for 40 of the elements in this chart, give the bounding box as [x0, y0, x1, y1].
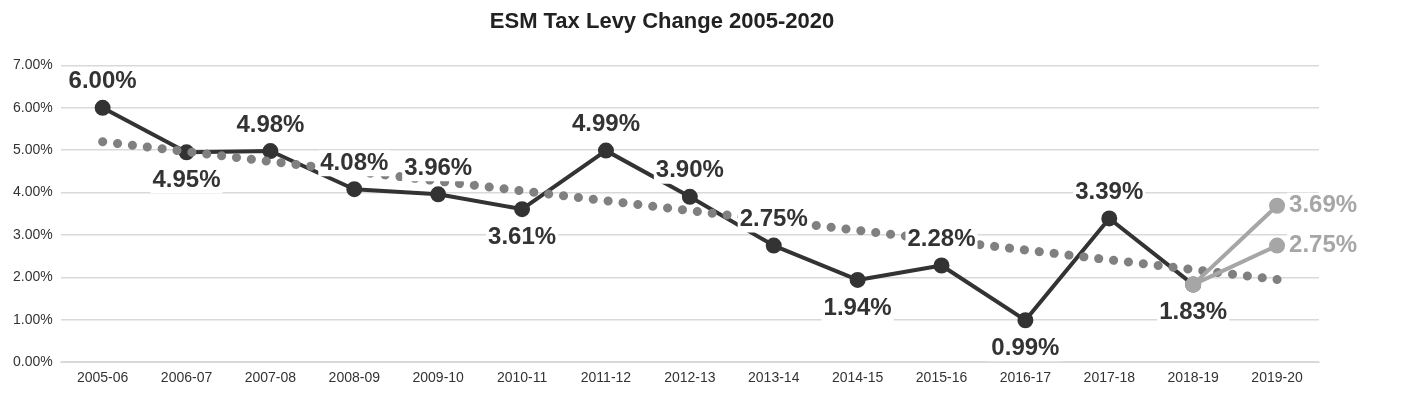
- y-tick-label: 3.00%: [12, 225, 53, 242]
- data-label: 3.39%: [1075, 177, 1144, 205]
- x-tick-label: 2011-12: [580, 369, 632, 386]
- data-label: 1.94%: [823, 292, 892, 320]
- data-label: 0.99%: [991, 332, 1060, 360]
- x-tick-label: 2015-16: [915, 369, 968, 386]
- data-label: 2.75%: [739, 204, 808, 232]
- x-tick-label: 2006-07: [160, 369, 213, 386]
- y-tick-label: 4.00%: [12, 183, 53, 200]
- x-tick-label: 2018-19: [1167, 369, 1220, 386]
- x-tick-label: 2017-18: [1083, 369, 1136, 386]
- x-tick-label: 2009-10: [412, 369, 465, 386]
- data-label: 3.69%: [1289, 190, 1358, 218]
- x-tick-label: 2008-09: [328, 369, 381, 386]
- y-tick-label: 2.00%: [12, 268, 53, 285]
- x-tick-label: 2005-06: [76, 369, 129, 386]
- data-label: 2.28%: [907, 224, 976, 252]
- data-label: 4.95%: [152, 164, 221, 192]
- x-tick-label: 2010-11: [496, 369, 548, 386]
- data-label: 1.83%: [1159, 297, 1228, 325]
- y-tick-label: 1.00%: [12, 310, 53, 327]
- x-tick-label: 2019-20: [1251, 369, 1303, 386]
- data-label: 3.61%: [488, 221, 557, 249]
- data-label: 6.00%: [68, 66, 137, 94]
- chart-title: ESM Tax Levy Change 2005-2020: [489, 8, 835, 34]
- x-tick-label: 2007-08: [244, 369, 297, 386]
- y-tick-label: 5.00%: [12, 141, 53, 158]
- y-tick-label: 6.00%: [12, 98, 53, 115]
- y-tick-label: 0.00%: [12, 353, 53, 370]
- data-label: 4.99%: [571, 109, 640, 137]
- y-tick-label: 7.00%: [12, 56, 53, 73]
- x-tick-label: 2014-15: [831, 369, 884, 386]
- x-tick-label: 2013-14: [748, 369, 800, 386]
- data-label: 4.98%: [236, 109, 305, 137]
- data-label: 3.90%: [655, 155, 724, 183]
- data-label: 3.96%: [404, 152, 473, 180]
- data-label: 4.08%: [320, 147, 389, 175]
- x-tick-label: 2012-13: [664, 369, 716, 386]
- x-tick-label: 2016-17: [999, 369, 1052, 386]
- data-label: 2.75%: [1289, 230, 1358, 258]
